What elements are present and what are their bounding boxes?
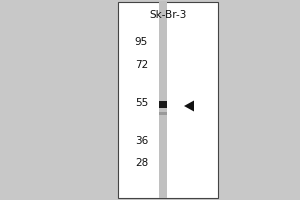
Polygon shape [184, 100, 194, 112]
Text: 95: 95 [135, 37, 148, 47]
Text: 28: 28 [135, 158, 148, 168]
Text: Sk-Br-3: Sk-Br-3 [149, 10, 187, 20]
Text: 72: 72 [135, 60, 148, 70]
Bar [159, 100, 167, 108]
Text: 36: 36 [135, 136, 148, 146]
Text: 55: 55 [135, 98, 148, 108]
Bar [159, 112, 167, 114]
Bar [159, 2, 167, 198]
Bar [118, 2, 218, 198]
